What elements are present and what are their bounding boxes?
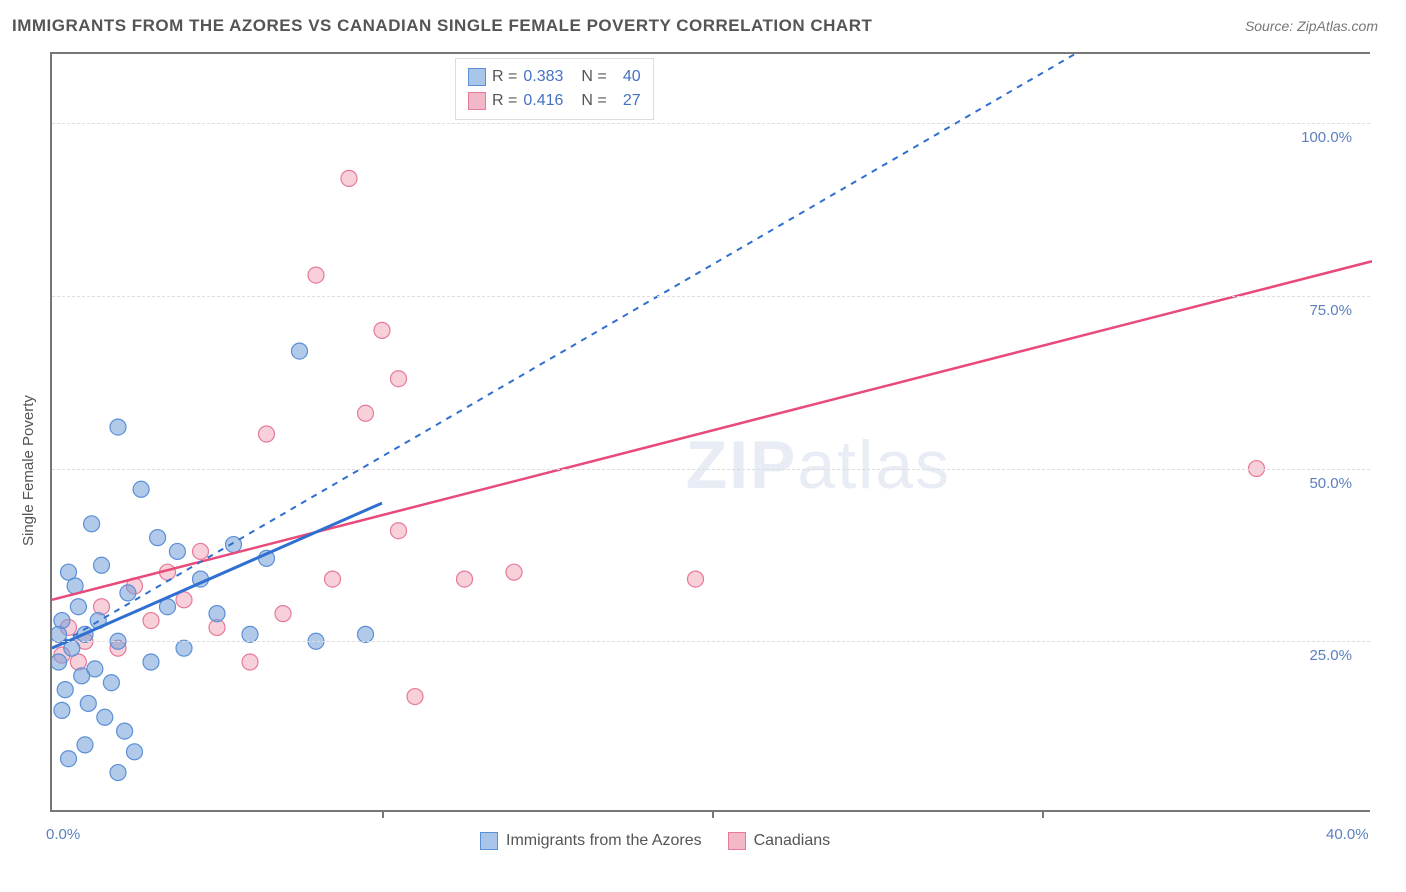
scatter-point-canadians — [457, 571, 473, 587]
scatter-point-canadians — [325, 571, 341, 587]
gridline — [52, 469, 1370, 470]
legend-n-label: N = — [581, 92, 606, 110]
legend-swatch-azores — [468, 68, 486, 86]
y-tick-label: 100.0% — [1301, 129, 1352, 146]
legend-n-value: 40 — [613, 68, 641, 86]
y-tick-label: 50.0% — [1309, 475, 1352, 492]
scatter-point-azores — [54, 702, 70, 718]
scatter-point-azores — [84, 516, 100, 532]
gridline — [52, 296, 1370, 297]
legend-r-label: R = — [492, 68, 517, 86]
watermark-thin: atlas — [797, 427, 951, 503]
legend-r-label: R = — [492, 92, 517, 110]
scatter-point-azores — [61, 751, 77, 767]
scatter-point-azores — [110, 765, 126, 781]
legend-item-canadians: Canadians — [728, 832, 831, 850]
legend-item-azores: Immigrants from the Azores — [480, 832, 702, 850]
scatter-point-canadians — [391, 523, 407, 539]
scatter-point-azores — [209, 606, 225, 622]
scatter-point-azores — [120, 585, 136, 601]
x-tick-mark — [712, 810, 714, 818]
scatter-point-canadians — [341, 170, 357, 186]
scatter-point-azores — [103, 675, 119, 691]
scatter-point-canadians — [391, 371, 407, 387]
scatter-point-azores — [94, 557, 110, 573]
scatter-point-canadians — [308, 267, 324, 283]
y-tick-label: 75.0% — [1309, 302, 1352, 319]
legend-swatch-canadians — [728, 832, 746, 850]
y-axis-label: Single Female Poverty — [20, 395, 37, 546]
scatter-point-azores — [292, 343, 308, 359]
chart-container: IMMIGRANTS FROM THE AZORES VS CANADIAN S… — [0, 0, 1406, 892]
legend-r-value: 0.383 — [523, 68, 575, 86]
regression-line-azores — [52, 54, 1075, 648]
legend-n-label: N = — [581, 68, 606, 86]
scatter-point-azores — [110, 419, 126, 435]
series-legend: Immigrants from the Azores Canadians — [480, 832, 830, 850]
scatter-point-canadians — [259, 426, 275, 442]
gridline — [52, 641, 1370, 642]
scatter-point-azores — [169, 543, 185, 559]
gridline — [52, 123, 1370, 124]
scatter-point-canadians — [358, 405, 374, 421]
scatter-point-azores — [97, 709, 113, 725]
legend-label: Canadians — [754, 832, 831, 850]
scatter-point-azores — [57, 682, 73, 698]
scatter-point-canadians — [407, 689, 423, 705]
scatter-point-canadians — [143, 613, 159, 629]
scatter-point-azores — [127, 744, 143, 760]
watermark-bold: ZIP — [686, 427, 798, 503]
scatter-point-azores — [242, 626, 258, 642]
scatter-point-azores — [80, 695, 96, 711]
scatter-point-azores — [77, 737, 93, 753]
chart-title: IMMIGRANTS FROM THE AZORES VS CANADIAN S… — [12, 16, 872, 36]
source-attribution: Source: ZipAtlas.com — [1245, 18, 1378, 34]
x-tick-label: 40.0% — [1326, 826, 1369, 843]
scatter-point-canadians — [275, 606, 291, 622]
legend-swatch-azores — [480, 832, 498, 850]
correlation-legend: R = 0.383 N = 40 R = 0.416 N = 27 — [455, 58, 654, 120]
watermark: ZIPatlas — [686, 426, 951, 504]
scatter-point-azores — [117, 723, 133, 739]
scatter-point-azores — [52, 654, 67, 670]
scatter-point-canadians — [374, 322, 390, 338]
scatter-point-canadians — [242, 654, 258, 670]
scatter-point-azores — [150, 530, 166, 546]
legend-label: Immigrants from the Azores — [506, 832, 702, 850]
y-tick-label: 25.0% — [1309, 647, 1352, 664]
scatter-point-azores — [70, 599, 86, 615]
scatter-point-canadians — [193, 543, 209, 559]
x-tick-mark — [382, 810, 384, 818]
scatter-point-canadians — [688, 571, 704, 587]
legend-row-canadians: R = 0.416 N = 27 — [468, 89, 641, 113]
scatter-point-azores — [358, 626, 374, 642]
legend-n-value: 27 — [613, 92, 641, 110]
legend-swatch-canadians — [468, 92, 486, 110]
x-tick-label: 0.0% — [46, 826, 80, 843]
plot-area: ZIPatlas 25.0% 50.0% 75.0% 100.0% — [50, 52, 1370, 812]
scatter-point-azores — [133, 481, 149, 497]
scatter-point-canadians — [506, 564, 522, 580]
scatter-point-azores — [143, 654, 159, 670]
legend-r-value: 0.416 — [523, 92, 575, 110]
scatter-point-azores — [176, 640, 192, 656]
legend-row-azores: R = 0.383 N = 40 — [468, 65, 641, 89]
scatter-point-azores — [87, 661, 103, 677]
x-tick-mark — [1042, 810, 1044, 818]
